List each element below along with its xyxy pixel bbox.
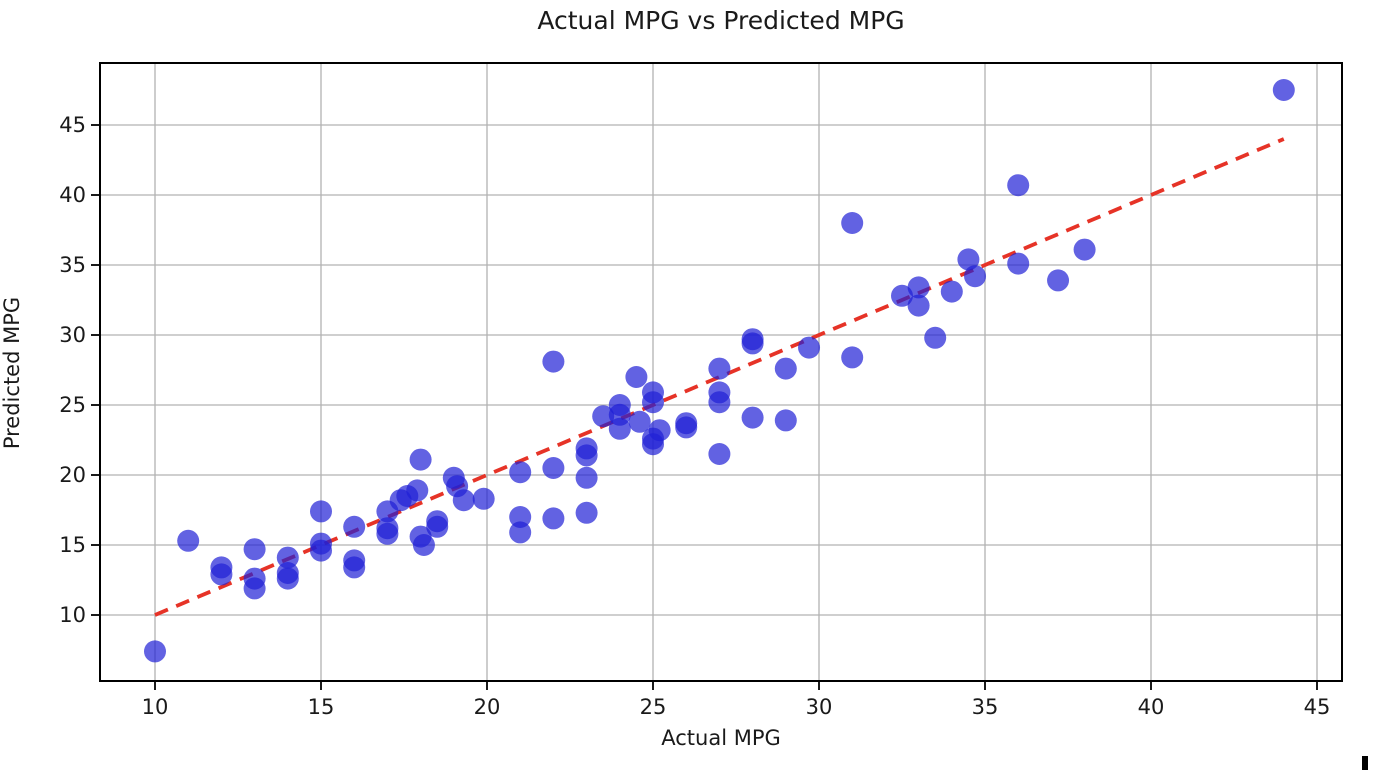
scatter-point — [177, 529, 200, 552]
x-axis-label: Actual MPG — [661, 726, 781, 750]
scatter-point — [841, 346, 864, 369]
scatter-point — [708, 391, 731, 414]
scatter-point — [924, 326, 947, 349]
scatter-point — [406, 479, 429, 502]
y-tick-label: 35 — [59, 253, 86, 277]
y-tick-label: 20 — [59, 463, 86, 487]
scatter-point — [642, 433, 664, 456]
scatter-point — [542, 350, 565, 373]
scatter-point — [472, 487, 495, 510]
scatter-point — [608, 417, 631, 440]
scatter-point — [891, 284, 913, 307]
scatter-point — [957, 248, 980, 271]
scatter-point — [210, 563, 233, 586]
x-tick-label: 25 — [640, 695, 667, 719]
scatter-point — [675, 416, 698, 439]
scatter-point — [376, 522, 399, 545]
scatter-point — [144, 640, 166, 663]
scatter-point — [625, 366, 648, 388]
scatter-point — [628, 410, 651, 433]
scatter-point — [452, 489, 475, 512]
scatter-point — [1047, 269, 1070, 292]
scatter-point — [310, 500, 332, 523]
y-tick-label: 30 — [59, 323, 86, 347]
scatter-point — [741, 406, 764, 429]
scatter-point — [575, 466, 598, 489]
scatter-point — [1073, 238, 1096, 261]
scatter-point — [841, 212, 864, 234]
scatter-point — [310, 539, 332, 562]
axes-border — [99, 62, 1343, 682]
y-tick-label: 25 — [59, 393, 86, 417]
x-tick-label: 15 — [308, 695, 335, 719]
scatter-point — [1272, 79, 1295, 101]
scatter-point — [708, 357, 731, 380]
text-caret — [1362, 756, 1368, 770]
scatter-point — [276, 546, 299, 569]
x-tick-label: 30 — [806, 695, 833, 719]
scatter-point — [343, 515, 366, 538]
scatter-point — [575, 501, 598, 524]
scatter-point — [1007, 252, 1030, 275]
y-tick-label: 40 — [59, 183, 86, 207]
scatter-point — [642, 391, 664, 414]
scatter-point — [1007, 174, 1030, 197]
scatter-point — [798, 336, 821, 359]
scatter-point — [774, 409, 797, 432]
x-tick-label: 40 — [1138, 695, 1165, 719]
scatter-point — [542, 507, 565, 530]
scatter-point — [708, 443, 731, 465]
scatter-point — [509, 521, 532, 544]
y-tick-label: 10 — [59, 603, 86, 627]
scatter-point — [412, 534, 435, 556]
scatter-point — [774, 357, 797, 380]
y-tick-label: 45 — [59, 113, 86, 137]
scatter-point — [542, 457, 565, 479]
scatter-point — [592, 405, 615, 428]
scatter-point — [509, 506, 532, 528]
scatter-point — [907, 276, 930, 299]
scatter-point — [907, 294, 930, 317]
x-tick-label: 20 — [474, 695, 501, 719]
scatter-point — [426, 515, 449, 538]
scatter-point — [276, 567, 299, 590]
scatter-point — [575, 444, 598, 467]
scatter-point — [343, 556, 366, 579]
scatter-point — [409, 448, 432, 471]
x-tick-label: 45 — [1304, 695, 1331, 719]
scatter-point — [509, 461, 532, 484]
scatter-point — [243, 538, 266, 561]
x-tick-label: 10 — [142, 695, 169, 719]
scatter-point — [243, 577, 266, 600]
scatter-point — [964, 265, 987, 288]
y-tick-label: 15 — [59, 533, 86, 557]
x-tick-label: 35 — [972, 695, 999, 719]
scatter-point — [940, 280, 963, 303]
regression-line — [154, 137, 1285, 617]
chart-title: Actual MPG vs Predicted MPG — [537, 6, 905, 35]
scatter-point — [741, 332, 764, 355]
